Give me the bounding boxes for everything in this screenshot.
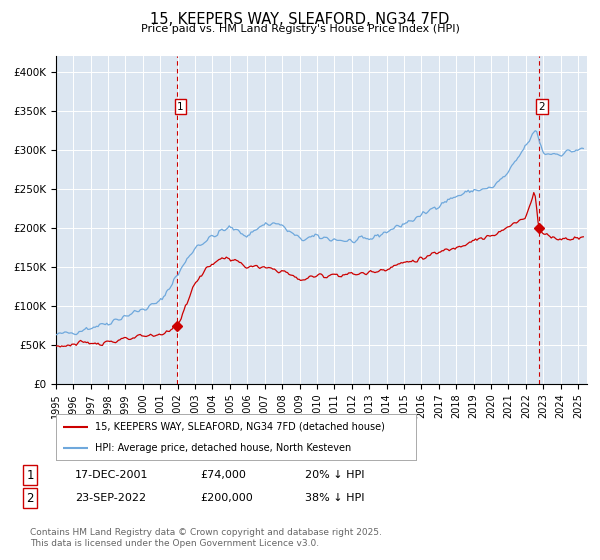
Text: 23-SEP-2022: 23-SEP-2022	[75, 493, 146, 503]
Text: £74,000: £74,000	[200, 470, 246, 480]
Text: 15, KEEPERS WAY, SLEAFORD, NG34 7FD (detached house): 15, KEEPERS WAY, SLEAFORD, NG34 7FD (det…	[95, 422, 385, 432]
Text: 1: 1	[177, 102, 184, 111]
Text: 1: 1	[26, 469, 34, 482]
Text: HPI: Average price, detached house, North Kesteven: HPI: Average price, detached house, Nort…	[95, 443, 352, 453]
Text: 17-DEC-2001: 17-DEC-2001	[75, 470, 149, 480]
Text: 2: 2	[26, 492, 34, 505]
Text: 20% ↓ HPI: 20% ↓ HPI	[305, 470, 365, 480]
Text: Contains HM Land Registry data © Crown copyright and database right 2025.
This d: Contains HM Land Registry data © Crown c…	[30, 528, 382, 548]
Text: 38% ↓ HPI: 38% ↓ HPI	[305, 493, 365, 503]
Text: 15, KEEPERS WAY, SLEAFORD, NG34 7FD: 15, KEEPERS WAY, SLEAFORD, NG34 7FD	[151, 12, 449, 27]
Text: 2: 2	[539, 102, 545, 111]
Text: £200,000: £200,000	[200, 493, 253, 503]
Text: Price paid vs. HM Land Registry's House Price Index (HPI): Price paid vs. HM Land Registry's House …	[140, 24, 460, 34]
